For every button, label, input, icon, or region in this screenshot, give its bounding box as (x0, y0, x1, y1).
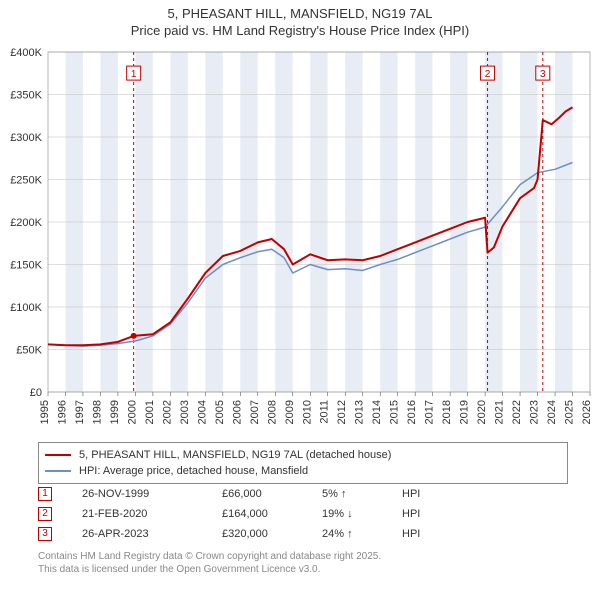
svg-text:£50K: £50K (16, 345, 42, 357)
svg-text:2000: 2000 (126, 400, 138, 424)
svg-text:1: 1 (131, 69, 137, 80)
transaction-tag: HPI (402, 508, 442, 520)
svg-text:£350K: £350K (10, 90, 42, 102)
legend-swatch (45, 470, 71, 472)
attribution-line: This data is licensed under the Open Gov… (38, 563, 381, 576)
svg-text:2025: 2025 (564, 400, 576, 424)
svg-text:£250K: £250K (10, 175, 42, 187)
svg-text:2021: 2021 (494, 400, 506, 424)
transaction-pct: 5% ↑ (322, 488, 402, 500)
svg-text:2003: 2003 (179, 400, 191, 424)
svg-text:2009: 2009 (284, 400, 296, 424)
transaction-pct: 24% ↑ (322, 528, 402, 540)
chart-svg: £0 £50K £100K £150K £200K £250K £300K £350K £400… (0, 44, 600, 439)
legend-label: 5, PHEASANT HILL, MANSFIELD, NG19 7AL (d… (79, 447, 391, 463)
svg-text:2004: 2004 (196, 400, 208, 424)
transactions-table: 1 26-NOV-1999 £66,000 5% ↑ HPI 2 21-FEB-… (38, 484, 442, 544)
marker-badge: 1 (38, 487, 52, 501)
transaction-date: 26-APR-2023 (82, 528, 222, 540)
transaction-row: 2 21-FEB-2020 £164,000 19% ↓ HPI (38, 504, 442, 524)
svg-text:£0: £0 (30, 387, 42, 399)
transaction-date: 26-NOV-1999 (82, 488, 222, 500)
line-chart: £0 £50K £100K £150K £200K £250K £300K £350K £400… (0, 44, 600, 439)
svg-text:2015: 2015 (389, 400, 401, 424)
svg-text:2016: 2016 (406, 400, 418, 424)
svg-text:2017: 2017 (424, 400, 436, 424)
svg-text:£100K: £100K (10, 302, 42, 314)
svg-text:2018: 2018 (441, 400, 453, 424)
svg-text:2012: 2012 (336, 400, 348, 424)
transaction-price: £320,000 (222, 528, 322, 540)
marker-badge: 3 (38, 527, 52, 541)
svg-text:2005: 2005 (214, 400, 226, 424)
legend: 5, PHEASANT HILL, MANSFIELD, NG19 7AL (d… (38, 442, 568, 484)
svg-text:2023: 2023 (529, 400, 541, 424)
svg-text:2020: 2020 (476, 400, 488, 424)
transaction-date: 21-FEB-2020 (82, 508, 222, 520)
svg-text:1998: 1998 (91, 400, 103, 424)
marker-badge: 2 (38, 507, 52, 521)
transaction-tag: HPI (402, 488, 442, 500)
svg-text:2013: 2013 (354, 400, 366, 424)
svg-text:£200K: £200K (10, 217, 42, 229)
svg-text:2008: 2008 (266, 400, 278, 424)
svg-text:1999: 1999 (109, 400, 121, 424)
svg-text:£400K: £400K (10, 47, 42, 59)
title-line-1: 5, PHEASANT HILL, MANSFIELD, NG19 7AL (0, 6, 600, 23)
svg-text:1997: 1997 (74, 400, 86, 424)
svg-text:2001: 2001 (144, 400, 156, 424)
legend-item: 5, PHEASANT HILL, MANSFIELD, NG19 7AL (d… (45, 447, 561, 463)
svg-text:2007: 2007 (249, 400, 261, 424)
legend-swatch (45, 454, 71, 456)
svg-text:1996: 1996 (56, 400, 68, 424)
legend-item: HPI: Average price, detached house, Mans… (45, 463, 561, 479)
svg-text:2014: 2014 (371, 400, 383, 424)
legend-label: HPI: Average price, detached house, Mans… (79, 463, 308, 479)
svg-text:2022: 2022 (511, 400, 523, 424)
svg-text:2024: 2024 (546, 400, 558, 424)
svg-text:2006: 2006 (231, 400, 243, 424)
svg-text:2010: 2010 (301, 400, 313, 424)
transaction-row: 3 26-APR-2023 £320,000 24% ↑ HPI (38, 524, 442, 544)
title-line-2: Price paid vs. HM Land Registry's House … (0, 23, 600, 40)
transaction-row: 1 26-NOV-1999 £66,000 5% ↑ HPI (38, 484, 442, 504)
svg-text:2019: 2019 (459, 400, 471, 424)
svg-text:2026: 2026 (581, 400, 593, 424)
chart-title: 5, PHEASANT HILL, MANSFIELD, NG19 7AL Pr… (0, 0, 600, 40)
svg-text:1995: 1995 (39, 400, 51, 424)
attribution-line: Contains HM Land Registry data © Crown c… (38, 550, 381, 563)
transaction-price: £164,000 (222, 508, 322, 520)
attribution: Contains HM Land Registry data © Crown c… (38, 550, 381, 576)
svg-text:3: 3 (540, 69, 546, 80)
svg-text:2: 2 (485, 69, 491, 80)
svg-text:2011: 2011 (319, 400, 331, 424)
svg-text:2002: 2002 (161, 400, 173, 424)
transaction-tag: HPI (402, 528, 442, 540)
svg-text:£150K: £150K (10, 260, 42, 272)
svg-text:£300K: £300K (10, 132, 42, 144)
transaction-price: £66,000 (222, 488, 322, 500)
transaction-pct: 19% ↓ (322, 508, 402, 520)
